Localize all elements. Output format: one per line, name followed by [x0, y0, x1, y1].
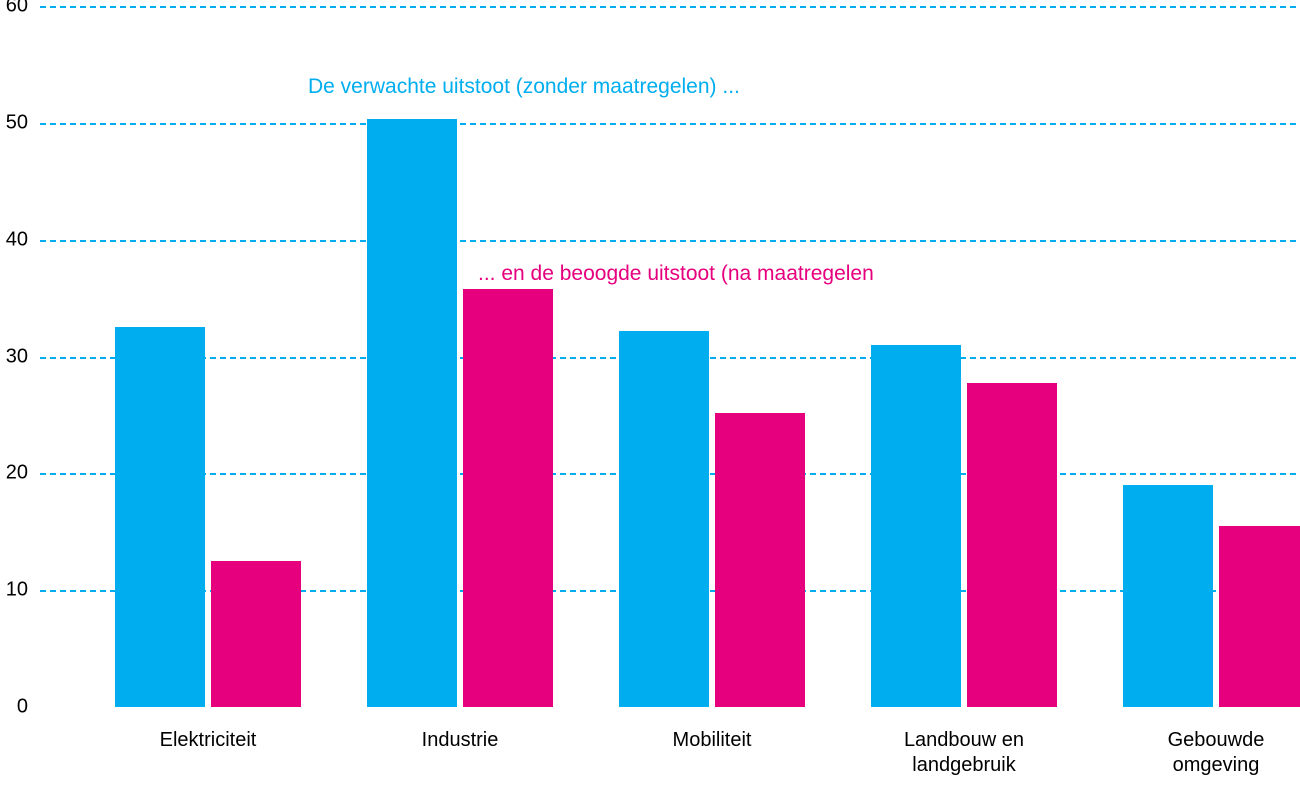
- bar-expected: [115, 327, 205, 707]
- plot-area: [40, 6, 1296, 707]
- bar-intended: [715, 413, 805, 707]
- bar-expected: [367, 119, 457, 707]
- x-tick-label: Landbouw enlandgebruik: [834, 728, 1094, 778]
- x-tick-label: Mobiliteit: [582, 728, 842, 753]
- y-tick-label: 60: [0, 0, 28, 18]
- gridline: [40, 6, 1296, 8]
- bar-intended: [211, 561, 301, 707]
- y-tick-label: 0: [0, 696, 28, 719]
- gridline: [40, 123, 1296, 125]
- bar-expected: [619, 331, 709, 707]
- bar-expected: [1123, 485, 1213, 707]
- bar-expected: [871, 345, 961, 707]
- y-tick-label: 30: [0, 345, 28, 368]
- y-tick-label: 50: [0, 111, 28, 134]
- series-label-intended: ... en de beoogde uitstoot (na maatregel…: [478, 262, 874, 286]
- bar-intended: [463, 289, 553, 707]
- bar-intended: [967, 383, 1057, 707]
- y-tick-label: 20: [0, 462, 28, 485]
- x-tick-label: Industrie: [330, 728, 590, 753]
- emissions-bar-chart: 0 10 20 30 40 50 60 ElektriciteitIndustrieMobi…: [0, 0, 1300, 796]
- gridline: [40, 240, 1296, 242]
- y-tick-label: 40: [0, 228, 28, 251]
- bar-intended: [1219, 526, 1300, 707]
- x-tick-label: Gebouwdeomgeving: [1086, 728, 1300, 778]
- y-tick-label: 10: [0, 579, 28, 602]
- x-tick-label: Elektriciteit: [78, 728, 338, 753]
- series-label-expected: De verwachte uitstoot (zonder maatregele…: [308, 75, 740, 99]
